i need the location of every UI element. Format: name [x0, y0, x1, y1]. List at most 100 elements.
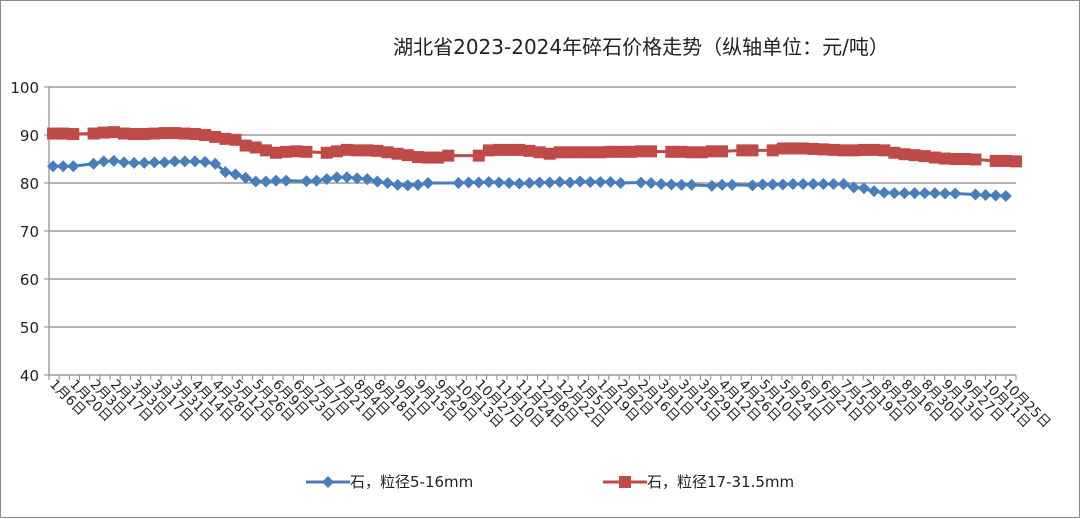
- data-point: [716, 145, 729, 158]
- data-point: [665, 178, 678, 191]
- data-point: [67, 128, 80, 141]
- legend-item-series-1[interactable]: 石，粒径5-16mm: [306, 471, 473, 492]
- data-point: [411, 151, 424, 164]
- data-point: [158, 156, 171, 169]
- data-point: [868, 143, 881, 156]
- data-point: [47, 127, 60, 140]
- data-point: [999, 154, 1012, 167]
- data-point: [746, 179, 759, 192]
- data-point: [300, 145, 313, 158]
- data-point: [878, 186, 891, 199]
- data-point: [107, 154, 120, 167]
- y-tick-label: 100: [10, 79, 39, 97]
- data-point: [280, 174, 293, 187]
- data-point: [432, 151, 445, 164]
- y-tick-label: 40: [20, 367, 39, 385]
- data-point: [229, 133, 242, 146]
- legend-label: 石，粒径5-16mm: [350, 473, 474, 491]
- data-point: [422, 151, 435, 164]
- data-point: [817, 177, 830, 190]
- data-point: [300, 175, 313, 188]
- data-point: [726, 178, 739, 191]
- data-point: [584, 146, 597, 159]
- data-point: [928, 187, 941, 200]
- data-point: [117, 156, 130, 169]
- data-point: [340, 171, 353, 184]
- data-point: [918, 150, 931, 163]
- y-tick-label: 80: [20, 175, 39, 193]
- y-tick-label: 90: [20, 127, 39, 145]
- data-point: [523, 177, 536, 189]
- data-point: [361, 144, 374, 157]
- data-point: [107, 126, 120, 139]
- data-point: [138, 128, 151, 141]
- data-point: [290, 145, 303, 158]
- data-point: [604, 176, 617, 189]
- data-point: [999, 189, 1012, 202]
- data-point: [219, 132, 232, 145]
- data-point: [645, 145, 658, 158]
- data-point: [493, 176, 506, 189]
- data-point: [57, 160, 70, 173]
- data-point: [705, 179, 718, 192]
- data-point: [634, 176, 647, 189]
- data-point: [675, 178, 688, 191]
- data-point: [249, 175, 262, 188]
- data-point: [533, 176, 546, 189]
- data-point: [280, 145, 293, 158]
- data-point: [857, 143, 870, 156]
- data-point: [857, 182, 870, 195]
- data-point: [401, 149, 414, 162]
- data-point: [908, 149, 921, 162]
- data-point: [472, 149, 485, 162]
- data-point: [685, 178, 698, 191]
- data-point: [462, 176, 475, 189]
- data-point: [543, 176, 556, 189]
- data-point: [989, 154, 1002, 167]
- data-point: [939, 152, 952, 165]
- data-point: [259, 175, 272, 188]
- data-point: [371, 144, 384, 157]
- data-point: [158, 127, 171, 140]
- data-point: [97, 155, 110, 168]
- data-point: [949, 187, 962, 200]
- data-point: [513, 177, 526, 190]
- data-point: [837, 177, 850, 190]
- data-point: [381, 177, 394, 189]
- data-point: [918, 187, 931, 200]
- data-point: [563, 176, 576, 189]
- data-point: [270, 174, 283, 187]
- data-point: [330, 145, 343, 158]
- data-point: [969, 153, 982, 166]
- data-point: [604, 145, 617, 158]
- data-point: [209, 157, 222, 170]
- data-point: [716, 178, 729, 191]
- data-point: [574, 175, 587, 188]
- data-point: [47, 160, 60, 173]
- data-point: [979, 189, 992, 201]
- data-point: [807, 142, 820, 155]
- data-point: [736, 144, 749, 157]
- data-point: [756, 178, 769, 191]
- data-point: [797, 142, 810, 155]
- data-point: [178, 127, 191, 140]
- data-point: [898, 187, 911, 200]
- data-point: [776, 178, 789, 191]
- data-point: [695, 146, 708, 159]
- data-point: [391, 178, 404, 191]
- legend-item-series-2[interactable]: 石，粒径17-31.5mm: [603, 471, 794, 492]
- data-point: [766, 144, 779, 157]
- data-point: [584, 176, 597, 189]
- data-point: [97, 126, 110, 139]
- data-point: [361, 173, 374, 186]
- data-point: [411, 178, 424, 191]
- data-point: [199, 155, 212, 168]
- data-point: [888, 187, 901, 200]
- data-point: [847, 181, 860, 194]
- data-point: [523, 144, 536, 157]
- data-point: [594, 146, 607, 159]
- data-point: [351, 172, 364, 185]
- data-point: [949, 153, 962, 165]
- data-point: [320, 173, 333, 186]
- data-point: [188, 155, 201, 168]
